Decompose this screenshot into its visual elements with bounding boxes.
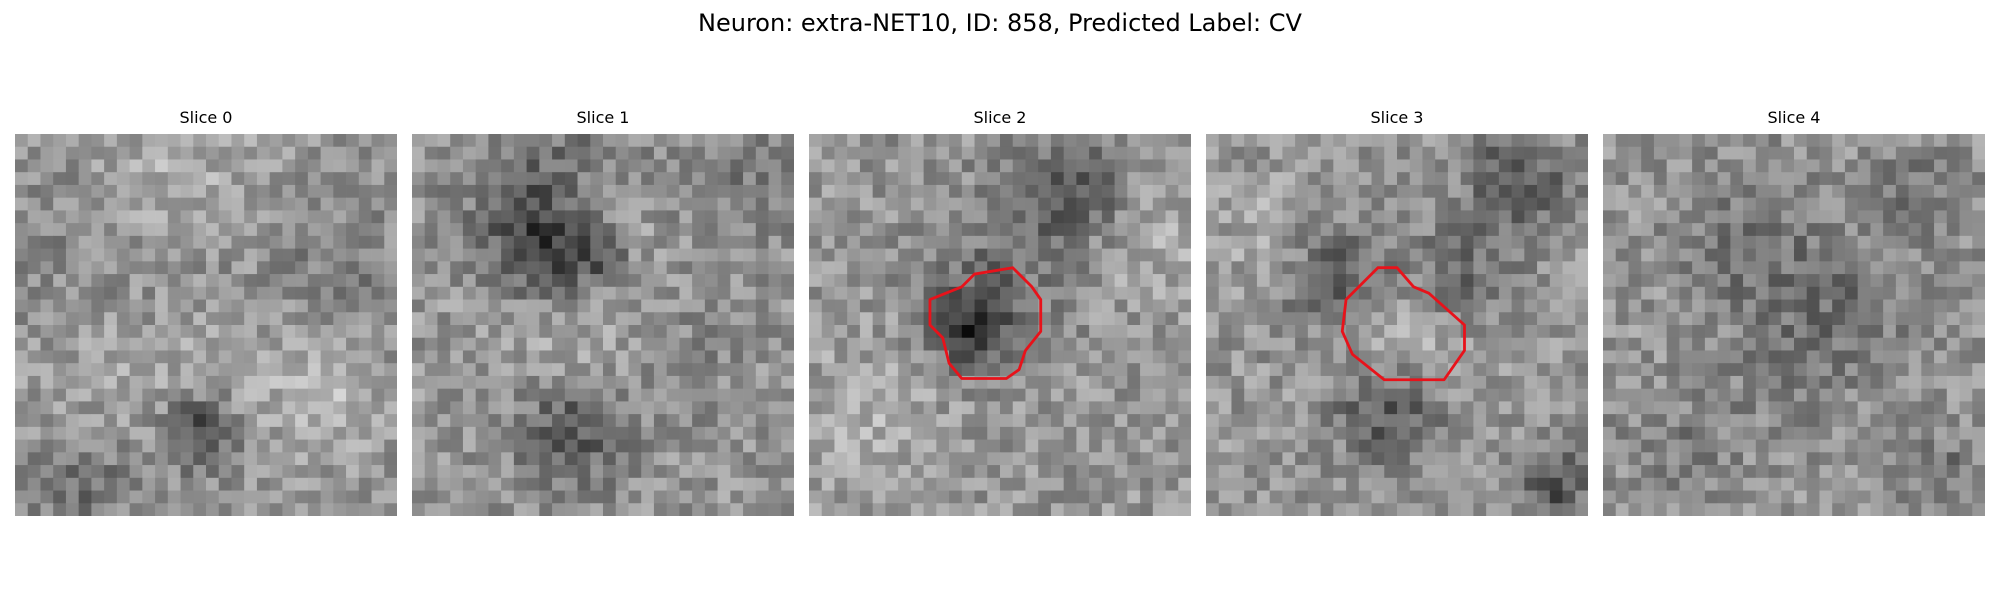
slice-title: Slice 4 [1767, 108, 1821, 127]
slice-title: Slice 0 [179, 108, 233, 127]
slice-panel-1: Slice 1 [412, 108, 794, 516]
slice-title: Slice 1 [576, 108, 630, 127]
segmentation-contour [1340, 266, 1466, 382]
slice-image [412, 134, 794, 516]
slice-panel-2: Slice 2 [809, 108, 1191, 516]
slice-panel-0: Slice 0 [15, 108, 397, 516]
figure-title: Neuron: extra-NET10, ID: 858, Predicted … [698, 9, 1302, 37]
slice-image [809, 134, 1191, 516]
slice-image [15, 134, 397, 516]
slice-panel-3: Slice 3 [1206, 108, 1588, 516]
slice-image [1603, 134, 1985, 516]
slice-title: Slice 2 [973, 108, 1027, 127]
slice-image [1206, 134, 1588, 516]
slice-title: Slice 3 [1370, 108, 1424, 127]
slice-panel-4: Slice 4 [1603, 108, 1985, 516]
segmentation-contour [928, 266, 1043, 380]
